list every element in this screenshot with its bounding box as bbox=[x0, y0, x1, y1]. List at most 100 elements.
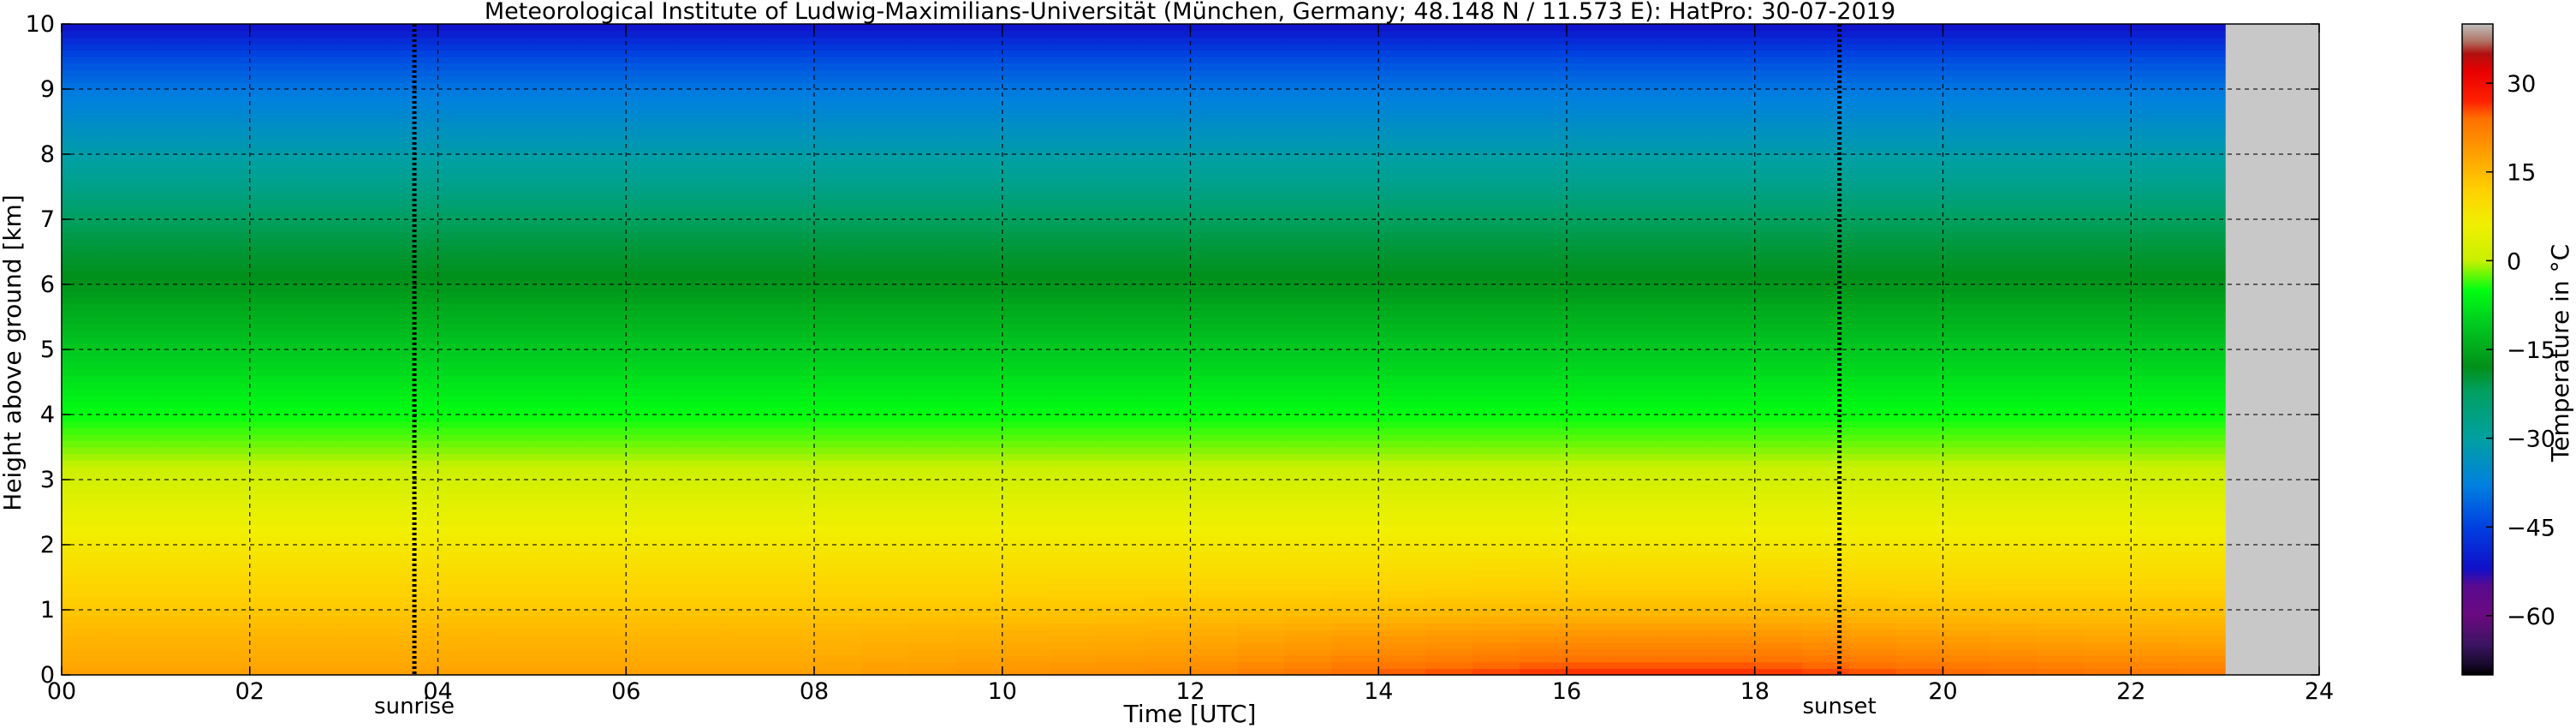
heatmap-cell bbox=[155, 154, 204, 162]
heatmap-cell bbox=[1613, 115, 1662, 122]
heatmap-cell bbox=[296, 388, 345, 396]
heatmap-cell bbox=[860, 558, 909, 565]
heatmap-cell bbox=[1425, 661, 1473, 669]
heatmap-cell bbox=[1284, 447, 1332, 455]
heatmap-cell bbox=[1002, 167, 1050, 175]
heatmap-cell bbox=[1848, 498, 1897, 506]
heatmap-cell bbox=[1378, 102, 1426, 110]
heatmap-cell bbox=[1520, 277, 1568, 285]
heatmap-cell bbox=[1425, 577, 1473, 585]
heatmap-cell bbox=[1848, 401, 1897, 409]
heatmap-cell bbox=[296, 447, 345, 455]
heatmap-cell bbox=[1754, 323, 1803, 331]
heatmap-cell bbox=[1895, 323, 1944, 331]
heatmap-cell bbox=[437, 401, 486, 409]
heatmap-cell bbox=[343, 180, 392, 188]
heatmap-cell bbox=[1613, 89, 1662, 97]
heatmap-cell bbox=[2131, 271, 2179, 278]
heatmap-cell bbox=[1049, 473, 1098, 480]
heatmap-cell bbox=[1190, 219, 1239, 227]
heatmap-cell bbox=[249, 277, 298, 285]
heatmap-cell bbox=[1331, 57, 1379, 64]
heatmap-cell bbox=[296, 115, 345, 122]
heatmap-cell bbox=[155, 57, 204, 64]
heatmap-cell bbox=[202, 102, 251, 110]
heatmap-cell bbox=[720, 538, 768, 546]
heatmap-cell bbox=[1613, 30, 1662, 38]
heatmap-cell bbox=[1425, 375, 1473, 383]
heatmap-cell bbox=[955, 115, 1003, 122]
heatmap-cell bbox=[437, 245, 486, 253]
heatmap-cell bbox=[202, 382, 251, 390]
heatmap-cell bbox=[1754, 303, 1803, 311]
heatmap-cell bbox=[1284, 75, 1332, 83]
heatmap-cell bbox=[1520, 238, 1568, 246]
heatmap-cell bbox=[1942, 108, 1991, 116]
heatmap-cell bbox=[1190, 212, 1239, 220]
heatmap-cell bbox=[1707, 95, 1756, 103]
heatmap-cell bbox=[62, 447, 110, 455]
heatmap-cell bbox=[2037, 63, 2085, 70]
heatmap-cell bbox=[1895, 140, 1944, 148]
heatmap-cell bbox=[814, 160, 862, 168]
heatmap-cell bbox=[343, 427, 392, 435]
heatmap-cell bbox=[1284, 388, 1332, 396]
heatmap-cell bbox=[1096, 551, 1145, 558]
heatmap-cell bbox=[767, 453, 815, 461]
heatmap-cell bbox=[62, 388, 110, 396]
heatmap-cell bbox=[720, 187, 768, 194]
heatmap-cell bbox=[1754, 531, 1803, 539]
heatmap-cell bbox=[1613, 473, 1662, 480]
heatmap-cell bbox=[1472, 375, 1520, 383]
heatmap-cell bbox=[860, 661, 909, 669]
heatmap-cell bbox=[1425, 564, 1473, 571]
heatmap-cell bbox=[1143, 187, 1192, 194]
heatmap-cell bbox=[296, 265, 345, 272]
heatmap-cell bbox=[767, 577, 815, 585]
heatmap-cell bbox=[1660, 531, 1709, 539]
heatmap-cell bbox=[1378, 173, 1426, 181]
heatmap-cell bbox=[202, 545, 251, 552]
heatmap-cell bbox=[1378, 603, 1426, 611]
heatmap-cell bbox=[1284, 122, 1332, 129]
heatmap-cell bbox=[1143, 252, 1192, 260]
heatmap-cell bbox=[626, 368, 674, 376]
heatmap-cell bbox=[1707, 466, 1756, 474]
heatmap-cell bbox=[1613, 95, 1662, 103]
heatmap-cell bbox=[1613, 577, 1662, 585]
heatmap-cell bbox=[955, 512, 1003, 520]
heatmap-cell bbox=[814, 225, 862, 233]
heatmap-cell bbox=[1754, 616, 1803, 624]
heatmap-cell bbox=[155, 512, 204, 520]
heatmap-cell bbox=[1942, 63, 1991, 70]
heatmap-cell bbox=[2178, 37, 2226, 45]
heatmap-cell bbox=[1002, 648, 1050, 656]
heatmap-cell bbox=[62, 453, 110, 461]
heatmap-cell bbox=[2131, 238, 2179, 246]
heatmap-cell bbox=[1707, 167, 1756, 175]
heatmap-cell bbox=[1707, 551, 1756, 558]
heatmap-cell bbox=[860, 466, 909, 474]
heatmap-cell bbox=[1801, 551, 1850, 558]
heatmap-cell bbox=[907, 154, 956, 162]
heatmap-cell bbox=[2131, 193, 2179, 200]
heatmap-cell bbox=[296, 43, 345, 51]
heatmap-cell bbox=[1801, 668, 1850, 676]
heatmap-cell bbox=[155, 577, 204, 585]
heatmap-cell bbox=[626, 69, 674, 77]
heatmap-cell bbox=[1143, 661, 1192, 669]
heatmap-cell bbox=[1754, 134, 1803, 142]
heatmap-cell bbox=[1613, 277, 1662, 285]
heatmap-cell bbox=[532, 453, 580, 461]
heatmap-cell bbox=[814, 629, 862, 636]
x-tick-label: 18 bbox=[1740, 678, 1770, 705]
heatmap-cell bbox=[720, 355, 768, 363]
heatmap-cell bbox=[2037, 271, 2085, 278]
heatmap-cell bbox=[437, 596, 486, 604]
heatmap-cell bbox=[1660, 421, 1709, 428]
heatmap-cell bbox=[1284, 82, 1332, 90]
heatmap-cell bbox=[1378, 623, 1426, 630]
heatmap-cell bbox=[1378, 375, 1426, 383]
heatmap-cell bbox=[1190, 375, 1239, 383]
heatmap-cell bbox=[1801, 238, 1850, 246]
